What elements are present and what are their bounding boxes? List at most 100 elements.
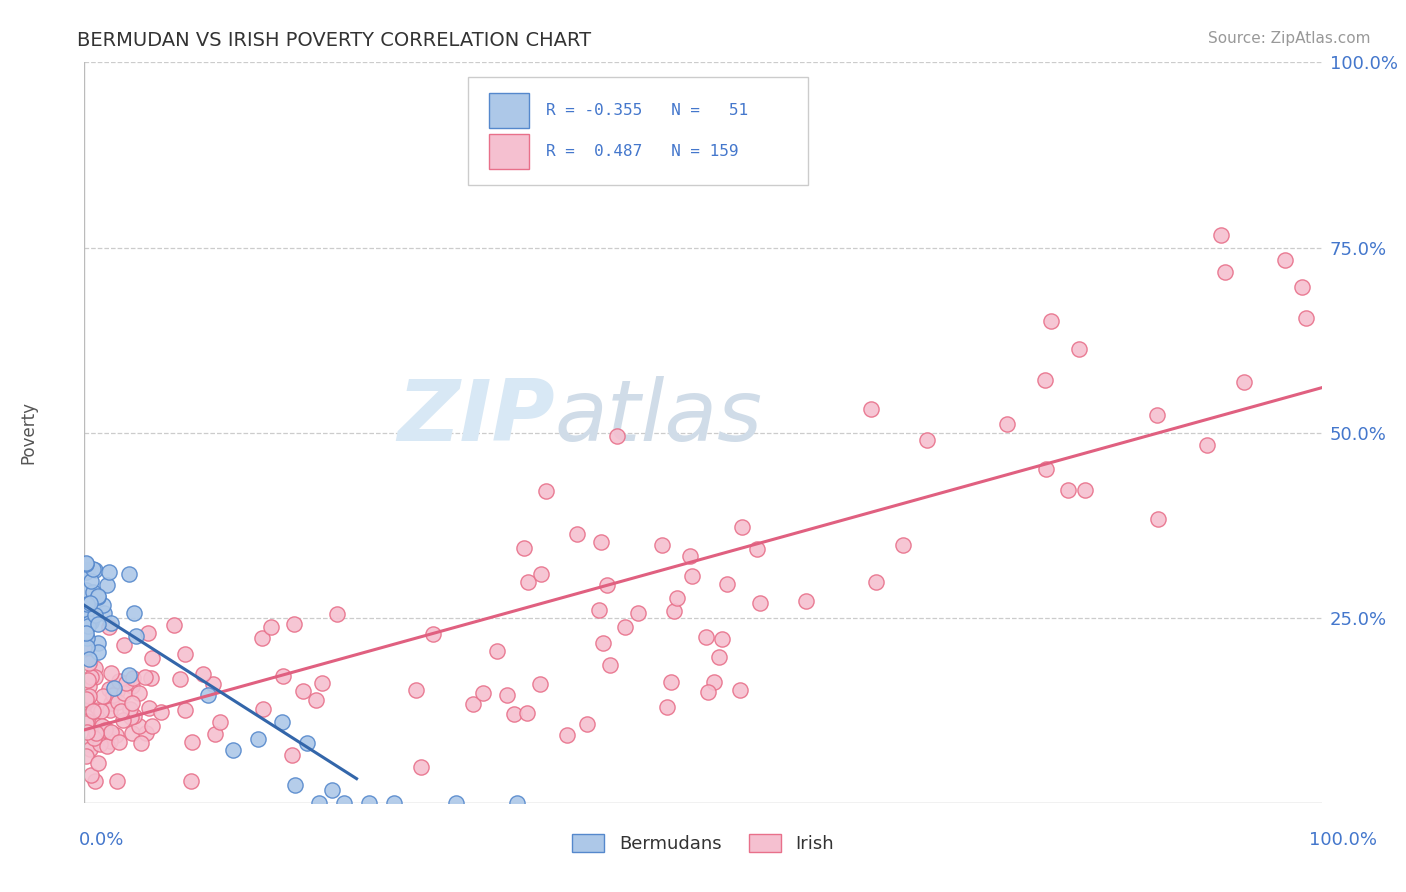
Point <box>82 562 104 576</box>
Text: R =  0.487   N = 159: R = 0.487 N = 159 <box>546 144 738 159</box>
Point <box>77 601 100 615</box>
Point <box>1195 438 1218 452</box>
Point <box>678 549 700 563</box>
Point <box>180 773 202 788</box>
Point <box>260 620 283 634</box>
Point <box>357 796 380 810</box>
Point <box>422 627 444 641</box>
Point <box>107 696 129 710</box>
Point <box>208 714 231 729</box>
Point <box>80 615 103 629</box>
Point <box>97 620 120 634</box>
Point <box>76 632 98 646</box>
Point <box>141 719 163 733</box>
Point <box>651 538 673 552</box>
Point <box>117 668 139 682</box>
Point <box>709 649 731 664</box>
Point <box>917 433 939 447</box>
Point <box>283 617 305 632</box>
Point <box>112 638 135 652</box>
Point <box>94 723 117 738</box>
Point <box>859 401 882 416</box>
Point <box>98 703 121 717</box>
Point <box>271 668 294 682</box>
Point <box>486 643 509 657</box>
Point <box>84 608 107 623</box>
FancyBboxPatch shape <box>489 134 529 169</box>
Point <box>122 709 145 723</box>
Point <box>75 557 97 571</box>
Point <box>79 615 101 630</box>
Point <box>321 783 343 797</box>
Point <box>517 575 540 590</box>
Point <box>79 652 101 666</box>
Point <box>75 691 97 706</box>
Point <box>1039 314 1062 328</box>
FancyBboxPatch shape <box>468 78 808 185</box>
Point <box>100 696 122 710</box>
Point <box>731 520 754 534</box>
Point <box>891 538 914 552</box>
Point <box>1074 483 1097 497</box>
Point <box>444 796 467 810</box>
Point <box>84 727 107 741</box>
Point <box>121 679 143 693</box>
Text: 0.0%: 0.0% <box>79 831 124 849</box>
Point <box>150 705 173 719</box>
Point <box>627 606 650 620</box>
Point <box>681 568 703 582</box>
Point <box>90 704 112 718</box>
Point <box>135 726 157 740</box>
Point <box>100 665 122 680</box>
Point <box>308 796 330 810</box>
Point <box>565 527 588 541</box>
Point <box>141 651 163 665</box>
Point <box>588 603 610 617</box>
Point <box>97 728 120 742</box>
Point <box>222 743 245 757</box>
Point <box>75 582 97 597</box>
Point <box>87 703 110 717</box>
Point <box>80 670 103 684</box>
Point <box>749 596 772 610</box>
Point <box>98 733 121 747</box>
Point <box>710 632 733 647</box>
Point <box>599 658 621 673</box>
Point <box>1146 409 1168 423</box>
Point <box>75 689 97 703</box>
Point <box>173 647 195 661</box>
Point <box>100 616 122 631</box>
Point <box>591 534 613 549</box>
Point <box>662 604 685 618</box>
Point <box>84 563 107 577</box>
Text: R = -0.355   N =   51: R = -0.355 N = 51 <box>546 103 748 118</box>
Point <box>202 677 225 691</box>
Point <box>96 578 118 592</box>
Point <box>94 721 117 735</box>
Point <box>93 607 115 621</box>
Point <box>76 693 98 707</box>
Point <box>163 618 186 632</box>
Point <box>76 703 98 717</box>
Text: atlas: atlas <box>554 376 762 459</box>
Text: ZIP: ZIP <box>396 376 554 459</box>
Point <box>1291 280 1313 294</box>
Point <box>108 735 131 749</box>
Point <box>1033 373 1056 387</box>
Text: Poverty: Poverty <box>20 401 38 464</box>
Point <box>730 683 752 698</box>
Point <box>794 594 817 608</box>
Point <box>120 710 142 724</box>
Point <box>75 710 97 724</box>
Point <box>534 483 557 498</box>
Point <box>75 748 97 763</box>
Point <box>125 630 148 644</box>
Point <box>1274 253 1296 268</box>
Point <box>110 704 132 718</box>
Point <box>77 689 100 703</box>
Point <box>326 607 349 621</box>
Text: 100.0%: 100.0% <box>1309 831 1376 849</box>
Point <box>104 728 127 742</box>
Point <box>121 726 143 740</box>
Point <box>115 675 138 690</box>
